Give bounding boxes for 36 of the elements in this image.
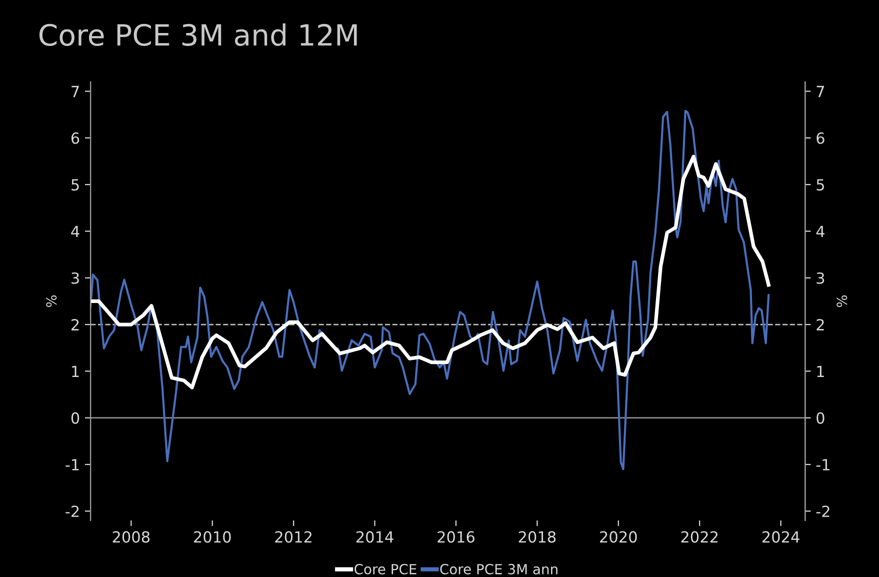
y-tick-label: 2 [72,318,79,330]
y2-tick-label: -1 [816,459,830,470]
y2-tick-label: 6 [816,132,824,144]
x-tick-label: 2022 [681,531,718,543]
legend-label: Core PCE [354,564,416,574]
y-tick-label: 6 [71,132,80,144]
y-axis-title: % [46,295,57,308]
y-tick-label: 5 [72,179,79,191]
y-tick-label: -1 [66,459,79,470]
x-tick-label: 2008 [112,531,150,543]
y2-tick-label: 2 [816,318,824,330]
y2-tick-label: 5 [816,179,824,191]
y2-tick-label: 1 [817,366,824,377]
y-tick-label: -2 [66,506,79,517]
x-tick-label: 2012 [275,531,312,543]
y2-axis-title: % [836,295,848,308]
legend-label: Core PCE 3M ann [440,564,558,574]
y2-tick-label: 4 [816,226,824,238]
y-tick-label: 3 [72,272,79,284]
y-tick-label: 0 [71,412,80,424]
x-tick-label: 2020 [600,531,637,543]
x-tick-label: 2018 [518,531,556,543]
y-tick-label: 7 [72,86,79,98]
y-tick-label: 4 [71,226,80,238]
x-tick-label: 2024 [762,531,800,543]
x-tick-label: 2016 [438,531,474,543]
line-series [90,154,770,390]
y2-tick-label: 3 [816,272,824,284]
y2-tick-label: 0 [816,412,824,424]
x-tick-label: 2010 [194,531,231,543]
y2-tick-label: -2 [816,506,830,517]
line-series [90,110,770,470]
chart-title: Core PCE 3M and 12M [39,23,357,46]
y-tick-label: 1 [72,366,79,377]
y2-tick-label: 7 [816,86,824,98]
x-tick-label: 2014 [356,531,394,543]
